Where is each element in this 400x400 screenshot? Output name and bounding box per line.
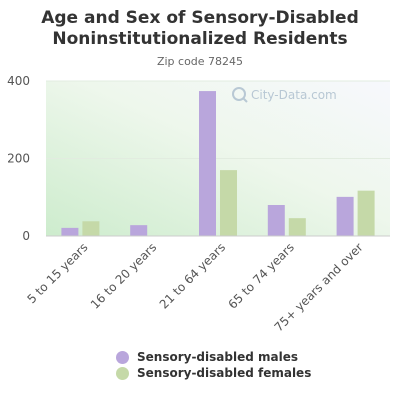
bar-males[interactable] <box>61 227 79 236</box>
bar-females[interactable] <box>82 221 100 236</box>
legend-label-females: Sensory-disabled females <box>137 366 312 380</box>
legend-item-females: Sensory-disabled females <box>116 365 311 381</box>
bar-males[interactable] <box>199 91 216 236</box>
bar-males[interactable] <box>267 205 285 236</box>
watermark-search-icon <box>232 87 246 101</box>
bar-females[interactable] <box>220 170 237 236</box>
chart-subtitle: Zip code 78245 <box>156 55 244 68</box>
bar-males[interactable] <box>336 196 354 236</box>
watermark-text: City-Data.com <box>251 88 337 102</box>
bar-males[interactable] <box>130 225 148 236</box>
legend-swatch-males <box>116 350 129 364</box>
y-tick-label: 200 <box>7 152 30 166</box>
x-tick-label: 16 to 20 years <box>88 240 159 311</box>
legend-label-males: Sensory-disabled males <box>137 350 298 364</box>
bar-females[interactable] <box>288 218 306 236</box>
watermark: City-Data.com <box>232 87 337 103</box>
bar-females[interactable] <box>357 190 375 236</box>
legend-swatch-females <box>116 366 129 380</box>
chart-legend: Sensory-disabled males Sensory-disabled … <box>116 349 311 381</box>
legend-item-males: Sensory-disabled males <box>116 349 311 365</box>
x-tick-label: 21 to 64 years <box>157 240 228 311</box>
x-tick-label: 65 to 74 years <box>225 240 296 311</box>
y-tick-label: 400 <box>7 74 30 88</box>
y-tick-label: 0 <box>22 229 30 243</box>
x-tick-label: 5 to 15 years <box>24 240 90 306</box>
chart-title: Age and Sex of Sensory-Disabled Noninsti… <box>41 8 359 49</box>
